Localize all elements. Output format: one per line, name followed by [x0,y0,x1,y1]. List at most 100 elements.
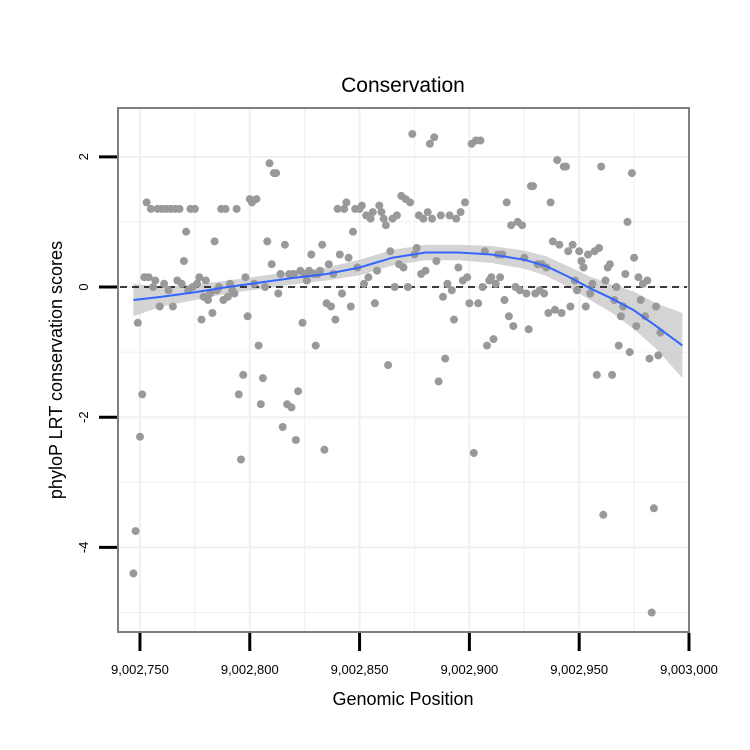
data-point [368,208,377,217]
y-axis: -4 -2 0 2 [76,153,117,553]
data-point [599,510,608,519]
data-point [483,341,491,350]
data-point [370,299,379,308]
data-point [344,253,353,262]
data-point [632,322,641,331]
data-point [291,436,300,444]
data-point [430,133,439,142]
data-point [469,449,478,457]
y-tick-label: 0 [76,283,91,290]
data-point [151,276,160,285]
data-point [478,283,487,291]
data-point [432,257,441,265]
data-point [335,250,344,259]
data-point [586,289,595,298]
data-point [649,504,658,513]
data-point [443,279,452,288]
data-point [557,309,566,317]
data-point [428,214,437,223]
data-point [412,244,421,252]
data-point [223,292,232,301]
data-point [289,270,298,278]
data-point [237,455,245,464]
data-point [221,204,230,213]
data-point [179,257,188,265]
data-point [548,237,557,246]
data-point [654,351,663,360]
data-point [131,527,140,536]
data-point [595,244,603,252]
data-point [588,279,597,288]
data-point [364,273,373,282]
data-point [555,240,564,249]
data-point [276,270,285,278]
data-point [373,266,382,275]
data-point [320,445,329,454]
y-tick-label: -2 [76,411,91,423]
data-point [423,208,432,217]
data-point [515,286,524,295]
plot-panel [118,108,689,632]
x-axis-title: Genomic Position [332,689,473,709]
data-point [441,354,450,363]
data-point [381,221,390,230]
data-point [307,250,316,259]
data-point [562,162,570,171]
data-point [182,227,191,236]
data-point [553,156,562,165]
x-tick-label: 9,003,000 [660,662,718,677]
data-point [243,312,252,321]
data-point [136,432,144,441]
y-tick-label: -4 [76,542,91,554]
data-point [129,569,138,578]
data-point [564,247,573,256]
data-point [476,136,485,145]
data-point [175,204,184,213]
data-point [456,208,465,217]
data-point [452,214,461,223]
data-point [579,263,588,272]
data-point [454,263,463,272]
data-point [193,279,202,288]
data-point [436,211,445,220]
y-axis-title: phyloP LRT conservation scores [46,241,66,499]
data-point [177,279,186,288]
data-point [342,198,351,207]
data-point [201,276,210,285]
data-point [645,354,654,363]
data-point [195,273,204,282]
data-point [647,608,656,617]
data-point [384,361,393,370]
data-point [375,201,384,210]
data-point [338,289,346,298]
data-point [386,247,395,256]
chart-title: Conservation [341,74,465,97]
data-point [643,276,652,285]
data-point [491,279,500,288]
data-point [278,423,287,431]
data-point [434,377,443,386]
data-point [447,286,456,295]
data-point [333,204,342,213]
data-point [133,318,142,327]
data-point [568,240,577,249]
data-point [614,341,623,350]
data-point [500,296,509,304]
x-tick-label: 9,002,800 [221,662,279,677]
data-point [524,325,533,334]
data-point [256,400,265,409]
data-point [636,296,645,304]
data-point [149,283,158,291]
data-point [254,341,263,350]
data-point [230,289,239,298]
data-point [577,257,586,265]
data-point [507,221,516,230]
data-point [419,214,428,223]
data-point [450,315,458,324]
data-point [168,302,177,311]
data-point [144,273,153,282]
data-point [324,260,333,269]
x-tick-label: 9,002,850 [331,662,389,677]
data-point [252,195,261,204]
data-point [616,312,625,321]
